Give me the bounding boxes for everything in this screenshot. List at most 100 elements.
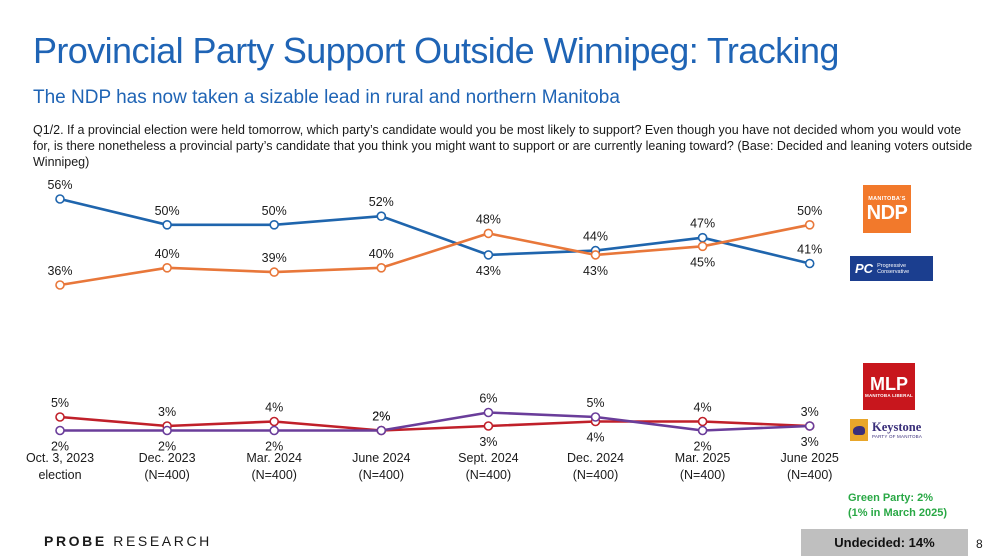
undecided-badge: Undecided: 14% (801, 529, 968, 556)
pc-point (483, 250, 494, 260)
x-tick-label: (N=400) (680, 468, 726, 482)
pc-data-label: 50% (262, 204, 287, 218)
green-party-note: Green Party: 2% (1% in March 2025) (848, 491, 947, 521)
pc-data-label: 41% (797, 243, 822, 257)
pc-point (269, 220, 280, 230)
x-tick-label: Mar. 2024 (246, 451, 302, 465)
green-party-note-line2: (1% in March 2025) (848, 507, 948, 519)
ndp-point (483, 228, 494, 239)
keystone-logo-subtext: PARTY OF MANITOBA (872, 434, 923, 439)
ndp-data-label: 43% (583, 264, 608, 278)
pc-data-label: 43% (476, 264, 501, 278)
pc-point (697, 232, 708, 243)
keystone-series-line (60, 411, 810, 432)
keystone-data-label: 2% (158, 440, 176, 454)
pc-data-label: 50% (155, 204, 180, 218)
keystone-data-label: 5% (586, 396, 604, 410)
liberal-data-label: 5% (51, 396, 69, 410)
page-title: Provincial Party Support Outside Winnipe… (33, 30, 839, 71)
x-tick-label: June 2024 (352, 451, 410, 465)
probe-research-logo: PROBE RESEARCH (44, 533, 212, 549)
ndp-data-label: 48% (476, 212, 501, 226)
brand-rest: RESEARCH (106, 533, 212, 549)
ndp-logo-small-text: MANITOBA'S (868, 195, 906, 202)
pc-series-line (59, 197, 811, 265)
keystone-point (162, 425, 172, 436)
ndp-data-label: 39% (262, 251, 287, 265)
keystone-data-label: 2% (372, 410, 390, 424)
pc-logo-subtext-2: Conservative (877, 268, 910, 275)
ndp-point (697, 241, 708, 252)
ndp-point (376, 262, 387, 273)
keystone-point (697, 425, 708, 436)
keystone-point (804, 421, 815, 431)
green-party-note-line1: Green Party: 2% (848, 492, 933, 504)
ndp-series-line (59, 223, 810, 287)
liberal-data-label: 4% (694, 401, 712, 415)
liberal-data-label: 4% (586, 431, 604, 445)
keystone-data-label: 3% (801, 435, 819, 449)
survey-question: Q1/2. If a provincial election were held… (33, 123, 973, 169)
pc-data-label: 56% (47, 178, 72, 192)
liberal-data-label: 4% (265, 401, 283, 415)
keystone-point (55, 425, 65, 436)
x-tick-label: (N=400) (466, 468, 512, 482)
x-tick-label: (N=400) (573, 468, 619, 482)
keystone-point (483, 407, 494, 418)
ndp-logo-text: NDP (866, 201, 908, 224)
keystone-data-label: 2% (265, 440, 283, 454)
x-tick-label: Dec. 2023 (139, 451, 196, 465)
mlp-logo: MLP MANITOBA LIBERAL (863, 363, 915, 410)
pc-point (376, 211, 387, 221)
pc-logo: PC Progressive Conservative (850, 256, 933, 281)
x-tick-label: June 2025 (781, 451, 839, 465)
page-number: 8 (976, 537, 983, 551)
x-tick-label: Mar. 2025 (675, 451, 731, 465)
pc-data-label: 47% (690, 217, 715, 231)
ndp-point (162, 262, 172, 273)
x-tick-label: Sept. 2024 (458, 451, 519, 465)
liberal-point (483, 421, 494, 431)
pc-logo-text: PC (855, 261, 874, 276)
x-tick-label: (N=400) (359, 468, 405, 482)
ndp-logo: MANITOBA'S NDP (863, 185, 911, 233)
pc-point (804, 258, 815, 269)
x-tick-label: (N=400) (787, 468, 833, 482)
pc-point (162, 220, 172, 230)
keystone-logo-text: Keystone (872, 420, 922, 434)
keystone-point (269, 425, 280, 436)
pc-data-label: 52% (369, 195, 394, 209)
ndp-data-label: 50% (797, 204, 822, 218)
ndp-data-label: 40% (369, 247, 394, 261)
pc-data-label: 44% (583, 230, 608, 244)
liberal-series-line (59, 415, 810, 432)
ndp-point (804, 220, 815, 230)
liberal-data-label: 2% (372, 410, 390, 424)
keystone-logo: Keystone PARTY OF MANITOBA (850, 413, 936, 447)
keystone-point (376, 425, 387, 436)
liberal-point (55, 412, 65, 422)
keystone-point (590, 412, 601, 422)
ndp-point (55, 280, 65, 290)
pc-logo-subtext: Progressive Conservative (877, 263, 909, 275)
liberal-point (269, 416, 280, 427)
mlp-logo-small-text: MANITOBA LIBERAL (865, 393, 913, 398)
ndp-data-label: 40% (155, 247, 180, 261)
liberal-point (697, 416, 708, 427)
x-tick-label: Dec. 2024 (567, 451, 624, 465)
x-tick-label: election (38, 468, 81, 482)
ndp-data-label: 36% (47, 264, 72, 278)
liberal-data-label: 3% (158, 405, 176, 419)
brand-bold: PROBE (44, 533, 107, 549)
ndp-data-label: 45% (690, 255, 715, 269)
liberal-data-label: 3% (801, 405, 819, 419)
mlp-logo-text: MLP (870, 374, 908, 394)
liberal-data-label: 3% (479, 435, 497, 449)
ndp-point (269, 267, 280, 277)
keystone-data-label: 2% (51, 440, 69, 454)
keystone-data-label: 2% (694, 440, 712, 454)
bison-icon (850, 419, 868, 441)
x-tick-label: (N=400) (251, 468, 297, 482)
pc-point (55, 194, 65, 204)
